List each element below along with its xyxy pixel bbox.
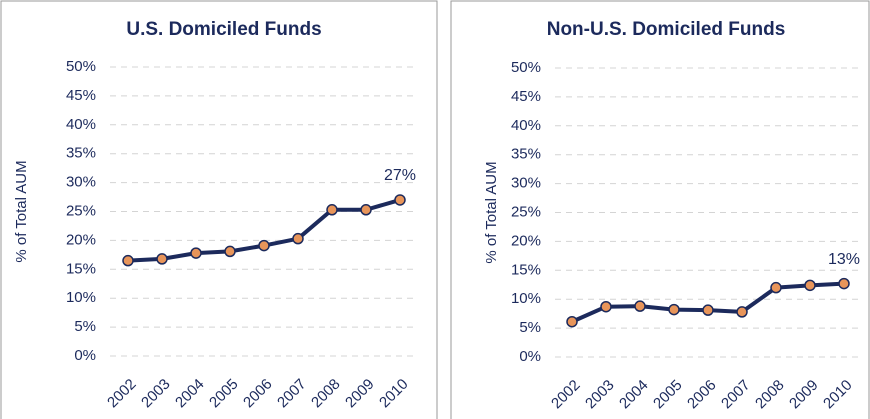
y-axis-label: % of Total AUM: [13, 160, 30, 262]
point-marker: [292, 232, 304, 245]
x-tick-label: 2007: [718, 377, 754, 413]
y-tick-label: 5%: [519, 319, 541, 336]
y-tick-label: 25%: [66, 202, 96, 219]
y-tick-label: 45%: [511, 88, 541, 105]
chart-title: U.S. Domiciled Funds: [126, 19, 321, 40]
x-tick-label: 2010: [820, 377, 856, 413]
y-tick-label: 0%: [74, 347, 96, 364]
data-label: 27%: [384, 167, 416, 184]
y-tick-label: 40%: [66, 116, 96, 133]
y-tick-label: 10%: [511, 290, 541, 307]
y-tick-label: 15%: [66, 260, 96, 277]
series-line: [571, 281, 845, 324]
point-marker: [224, 245, 236, 258]
x-tick-label: 2003: [138, 376, 174, 412]
y-tick-label: 10%: [66, 289, 96, 306]
x-tick-label: 2009: [342, 376, 378, 412]
y-tick-label: 50%: [66, 58, 96, 75]
panel-frame: [0, 0, 438, 419]
y-tick-label: 35%: [66, 145, 96, 162]
y-tick-label: 25%: [511, 203, 541, 220]
x-tick-label: 2010: [376, 376, 412, 412]
x-tick-label: 2004: [616, 377, 652, 413]
y-tick-label: 30%: [66, 174, 96, 191]
point-marker: [394, 194, 406, 206]
panel-frame: [450, 0, 870, 419]
point-marker: [156, 253, 168, 265]
point-marker: [736, 306, 748, 318]
x-tick-label: 2009: [786, 377, 822, 413]
point-marker: [190, 247, 202, 259]
point-marker: [702, 304, 714, 316]
y-tick-label: 0%: [519, 348, 541, 365]
point-marker: [360, 204, 372, 216]
point-marker: [668, 303, 680, 316]
series-line: [127, 198, 401, 263]
point-marker: [804, 279, 816, 292]
chart-title: Non-U.S. Domiciled Funds: [547, 19, 786, 40]
y-tick-label: 40%: [511, 117, 541, 134]
y-tick-label: 5%: [74, 318, 96, 335]
x-tick-label: 2006: [240, 376, 276, 412]
x-tick-label: 2007: [274, 376, 310, 412]
x-tick-label: 2005: [650, 377, 686, 413]
y-tick-label: 20%: [66, 231, 96, 248]
point-marker: [770, 281, 782, 294]
y-tick-label: 50%: [511, 59, 541, 76]
y-axis-label: % of Total AUM: [483, 161, 500, 263]
y-tick-label: 15%: [511, 261, 541, 278]
x-tick-label: 2004: [172, 376, 208, 412]
x-tick-label: 2002: [104, 376, 140, 412]
point-marker: [122, 254, 134, 267]
point-marker: [566, 315, 578, 328]
x-tick-label: 2003: [582, 377, 618, 413]
x-tick-label: 2008: [308, 376, 344, 412]
x-tick-label: 2002: [548, 377, 584, 413]
y-tick-label: 20%: [511, 232, 541, 249]
data-label: 13%: [828, 251, 860, 268]
y-tick-label: 35%: [511, 146, 541, 163]
y-tick-label: 30%: [511, 175, 541, 192]
point-marker: [634, 300, 646, 312]
x-tick-label: 2005: [206, 376, 242, 412]
point-marker: [258, 239, 270, 252]
x-tick-label: 2006: [684, 377, 720, 413]
y-tick-label: 45%: [66, 87, 96, 104]
point-marker: [600, 300, 612, 313]
x-tick-label: 2008: [752, 377, 788, 413]
point-marker: [326, 204, 338, 216]
point-marker: [838, 277, 850, 290]
